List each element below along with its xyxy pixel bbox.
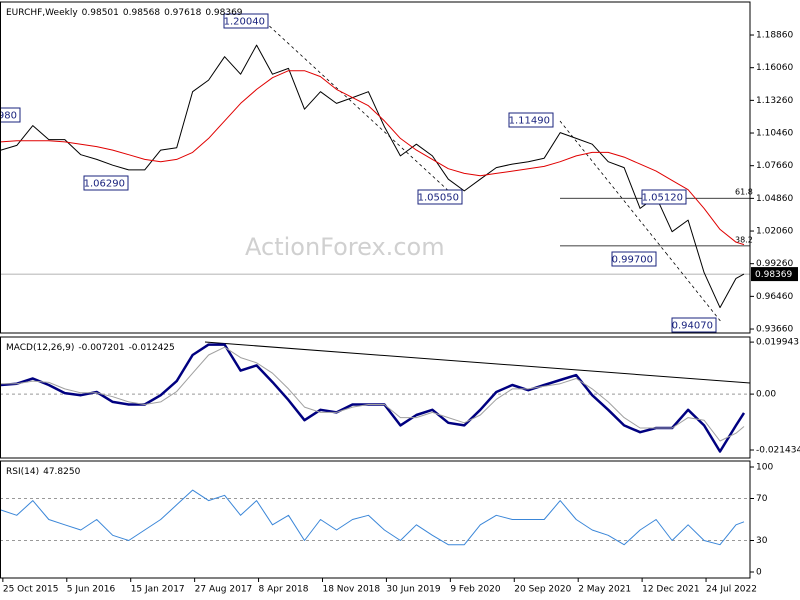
header-part: 0.98501	[82, 8, 119, 18]
annotation-box	[0, 107, 21, 123]
annotation-box	[83, 175, 129, 191]
header-part: 0.98568	[123, 8, 160, 18]
x-tick-label: 30 Jun 2019	[386, 585, 440, 595]
header-part: 0.97618	[164, 8, 201, 18]
x-tick-label: 20 Sep 2020	[514, 585, 571, 595]
x-tick-label: 25 Oct 2015	[3, 585, 59, 595]
panel-border	[0, 1, 751, 334]
y-tick-label: 100	[756, 462, 773, 472]
annotation: 0.99700	[612, 255, 653, 266]
x-tick-label: 9 Feb 2020	[450, 585, 501, 595]
y-tick-label: 0.99260	[756, 259, 793, 269]
x-tick-label: 18 Nov 2018	[322, 585, 380, 595]
trend-line	[665, 252, 723, 324]
y-tick-label: 1.02060	[756, 227, 793, 237]
y-tick-label: 1.07660	[756, 161, 793, 171]
annotation-box	[611, 251, 657, 267]
annotation-box	[417, 189, 463, 205]
annotation-box	[508, 112, 554, 128]
annotation-box	[671, 317, 717, 333]
x-tick-label: 24 Jul 2022	[706, 585, 757, 595]
annotation-box	[641, 189, 687, 205]
header-title: RSI(14)	[6, 467, 39, 477]
last-price-box	[751, 267, 798, 282]
header-part: 47.8250	[43, 467, 80, 477]
x-tick-label: 8 Apr 2018	[259, 585, 309, 595]
annotation: 1.06290	[84, 179, 125, 190]
x-tick-label: 12 Dec 2021	[642, 585, 700, 595]
annotation: 1.05050	[418, 193, 459, 204]
header-part: -0.007201	[78, 343, 124, 353]
header-title: EURCHF,Weekly	[6, 8, 78, 18]
fib-label: 38.2	[735, 235, 753, 244]
series-line	[0, 70, 745, 246]
trend-line	[204, 341, 751, 384]
series-line	[0, 489, 745, 546]
x-tick-label: 5 Jun 2016	[67, 585, 116, 595]
panel-header: MACD(12,26,9) -0.007201 -0.012425	[6, 343, 175, 353]
y-tick-label: 1.13260	[756, 96, 793, 106]
watermark: ActionForex.com	[245, 233, 445, 261]
y-tick-label: 1.10460	[756, 129, 793, 139]
series-line	[0, 44, 745, 309]
annotation-box	[223, 13, 269, 29]
y-tick-label: 0.019943	[756, 338, 799, 348]
series-line	[0, 346, 745, 442]
header-title: MACD(12,26,9)	[6, 343, 74, 353]
y-tick-label: 1.04860	[756, 194, 793, 204]
annotation: 1.20040	[224, 17, 265, 28]
annotation: 980	[0, 111, 17, 122]
panel-border	[0, 460, 751, 579]
trend-line	[264, 21, 453, 195]
header-part: 0.98369	[205, 8, 242, 18]
panel-header: EURCHF,Weekly 0.98501 0.98568 0.97618 0.9836…	[6, 8, 243, 18]
y-tick-label: -0.021434	[756, 446, 800, 456]
panel-border	[0, 336, 751, 459]
y-tick-label: 0	[756, 568, 762, 578]
y-tick-label: 0.00	[756, 390, 776, 400]
x-tick-label: 15 Jan 2017	[131, 585, 185, 595]
trend-line	[559, 120, 667, 254]
annotation: 1.11490	[509, 116, 550, 127]
last-price-label: 0.98369	[755, 270, 792, 280]
y-tick-label: 0.96460	[756, 292, 793, 302]
panel-header: RSI(14) 47.8250	[6, 467, 81, 477]
y-tick-label: 1.16060	[756, 63, 793, 73]
y-tick-label: 1.18860	[756, 31, 793, 41]
y-tick-label: 0.93660	[756, 325, 793, 335]
annotation: 1.05120	[642, 193, 683, 204]
fib-label: 61.8	[735, 188, 753, 197]
header-part: -0.012425	[129, 343, 175, 353]
annotation: 0.94070	[672, 321, 713, 332]
x-tick-label: 2 May 2021	[578, 585, 631, 595]
y-tick-label: 70	[756, 494, 768, 504]
x-tick-label: 27 Aug 2017	[195, 585, 253, 595]
y-tick-label: 30	[756, 536, 768, 546]
